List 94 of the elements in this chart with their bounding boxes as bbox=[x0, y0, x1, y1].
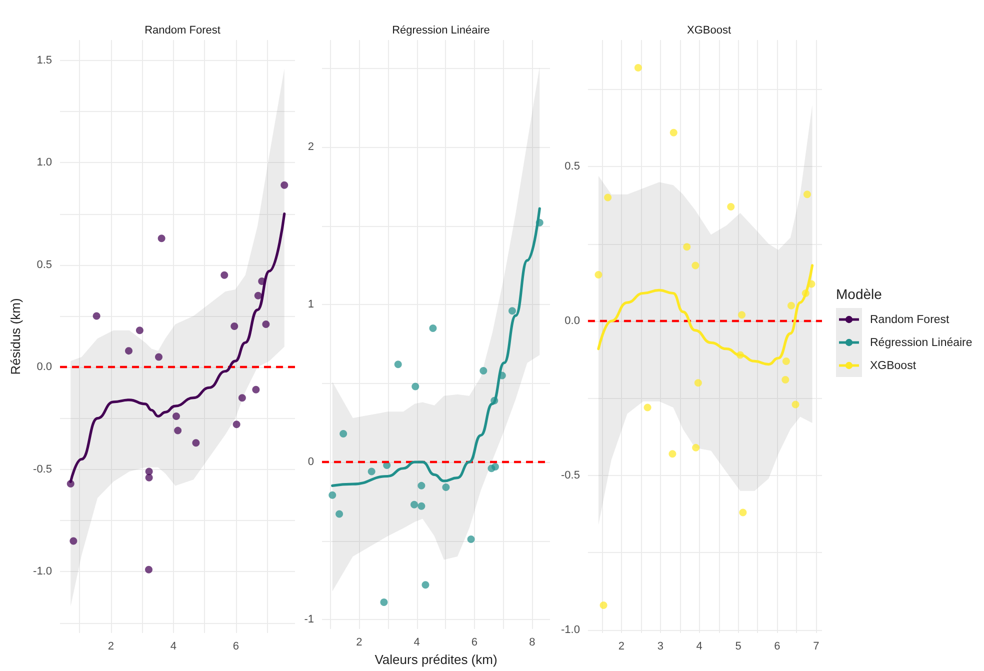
y-tick-label: 0 bbox=[308, 456, 314, 468]
point bbox=[412, 382, 420, 390]
point bbox=[410, 500, 418, 508]
point bbox=[394, 360, 402, 368]
point bbox=[280, 181, 288, 189]
point bbox=[192, 439, 200, 447]
chart-title: Random Forest bbox=[144, 24, 220, 36]
point bbox=[418, 502, 426, 510]
point bbox=[738, 311, 746, 319]
x-tick-label: 3 bbox=[657, 640, 664, 652]
line-series bbox=[331, 207, 541, 487]
legend-label: XGBoost bbox=[870, 360, 916, 372]
point bbox=[230, 322, 238, 330]
point bbox=[782, 357, 790, 365]
point bbox=[803, 190, 811, 198]
y-tick-label: 0.0 bbox=[36, 361, 52, 374]
point bbox=[92, 312, 100, 320]
point bbox=[418, 482, 426, 490]
point bbox=[594, 270, 602, 278]
y-tick-label: 2 bbox=[308, 141, 314, 154]
point bbox=[145, 566, 152, 574]
point bbox=[782, 376, 790, 384]
point bbox=[340, 430, 348, 438]
y-tick-label: 0.0 bbox=[564, 315, 580, 328]
x-tick-label: 2 bbox=[108, 640, 114, 652]
y-tick-label: 1.5 bbox=[36, 54, 52, 66]
point bbox=[429, 324, 437, 332]
point bbox=[668, 450, 676, 458]
point bbox=[491, 463, 499, 471]
point bbox=[694, 379, 702, 387]
x-tick-label: 6 bbox=[774, 640, 780, 652]
point bbox=[136, 326, 144, 334]
y-tick-label: -1 bbox=[304, 614, 314, 626]
y-tick-label: 1 bbox=[308, 298, 314, 311]
point bbox=[368, 468, 376, 476]
point bbox=[604, 194, 612, 202]
point bbox=[254, 292, 262, 300]
point bbox=[252, 386, 260, 394]
x-tick-label: 6 bbox=[232, 640, 239, 652]
y-tick-label: -0.5 bbox=[560, 469, 580, 482]
x-tick-label: 5 bbox=[735, 640, 742, 652]
point bbox=[634, 64, 642, 72]
point bbox=[70, 537, 78, 545]
point bbox=[328, 491, 336, 499]
point bbox=[692, 262, 700, 270]
point bbox=[125, 347, 132, 355]
point bbox=[727, 203, 735, 211]
point bbox=[336, 510, 344, 518]
point bbox=[467, 535, 475, 543]
chart-title: Régression Linéaire bbox=[392, 24, 490, 36]
x-tick-label: 6 bbox=[471, 636, 478, 648]
y-axis-title: Résidus (km) bbox=[8, 298, 24, 375]
point bbox=[145, 474, 153, 482]
point bbox=[787, 302, 795, 310]
y-tick-label: -1.0 bbox=[560, 624, 580, 636]
legend-label: Régression Linéaire bbox=[870, 336, 972, 348]
y-tick-label: -1.0 bbox=[33, 566, 52, 578]
x-tick-label: 4 bbox=[696, 640, 702, 652]
point bbox=[480, 366, 488, 374]
point bbox=[174, 426, 182, 434]
point bbox=[739, 508, 747, 516]
point bbox=[600, 601, 608, 609]
point bbox=[155, 353, 162, 361]
point bbox=[670, 128, 678, 136]
point bbox=[158, 234, 166, 242]
point bbox=[145, 468, 153, 476]
point bbox=[262, 320, 270, 328]
legend-title: Modèle bbox=[836, 286, 883, 302]
point bbox=[380, 598, 388, 606]
point bbox=[692, 444, 700, 452]
x-tick-label: 2 bbox=[356, 636, 362, 648]
chart-title: XGBoost bbox=[686, 24, 732, 36]
point bbox=[220, 271, 228, 279]
x-tick-label: 2 bbox=[618, 640, 625, 652]
x-tick-label: 8 bbox=[529, 636, 536, 648]
point bbox=[172, 412, 180, 420]
y-tick-label: 0.5 bbox=[564, 160, 580, 173]
x-tick-label: 4 bbox=[414, 636, 420, 648]
y-tick-label: -0.5 bbox=[33, 463, 52, 476]
y-tick-label: 1.0 bbox=[36, 156, 52, 169]
legend-label: Random Forest bbox=[870, 314, 950, 326]
point bbox=[442, 484, 450, 492]
line-series bbox=[597, 264, 814, 366]
x-tick-label: 4 bbox=[170, 640, 176, 652]
point bbox=[508, 307, 516, 315]
point bbox=[232, 420, 240, 428]
y-tick-label: 0.5 bbox=[36, 258, 52, 271]
point bbox=[683, 243, 691, 251]
point bbox=[792, 400, 800, 408]
point bbox=[238, 394, 246, 402]
point bbox=[422, 581, 430, 589]
x-tick-label: 7 bbox=[813, 640, 820, 652]
x-axis-title: Valeurs prédites (km) bbox=[374, 652, 498, 667]
point bbox=[644, 404, 652, 412]
